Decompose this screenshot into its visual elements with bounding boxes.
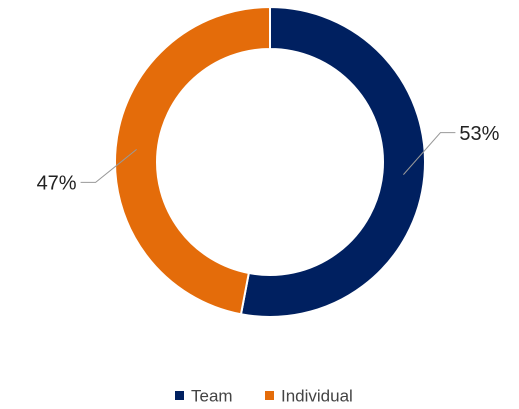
legend-swatch (265, 391, 274, 400)
legend-label: Team (191, 386, 233, 405)
leader-line (403, 132, 456, 175)
legend-label: Individual (281, 386, 353, 405)
donut-slice (239, 5, 426, 318)
legend-swatch (175, 391, 184, 400)
leader-line (80, 148, 137, 183)
donut-slice (113, 5, 271, 316)
data-label: 47% (37, 173, 77, 195)
data-label: 53% (459, 123, 499, 145)
